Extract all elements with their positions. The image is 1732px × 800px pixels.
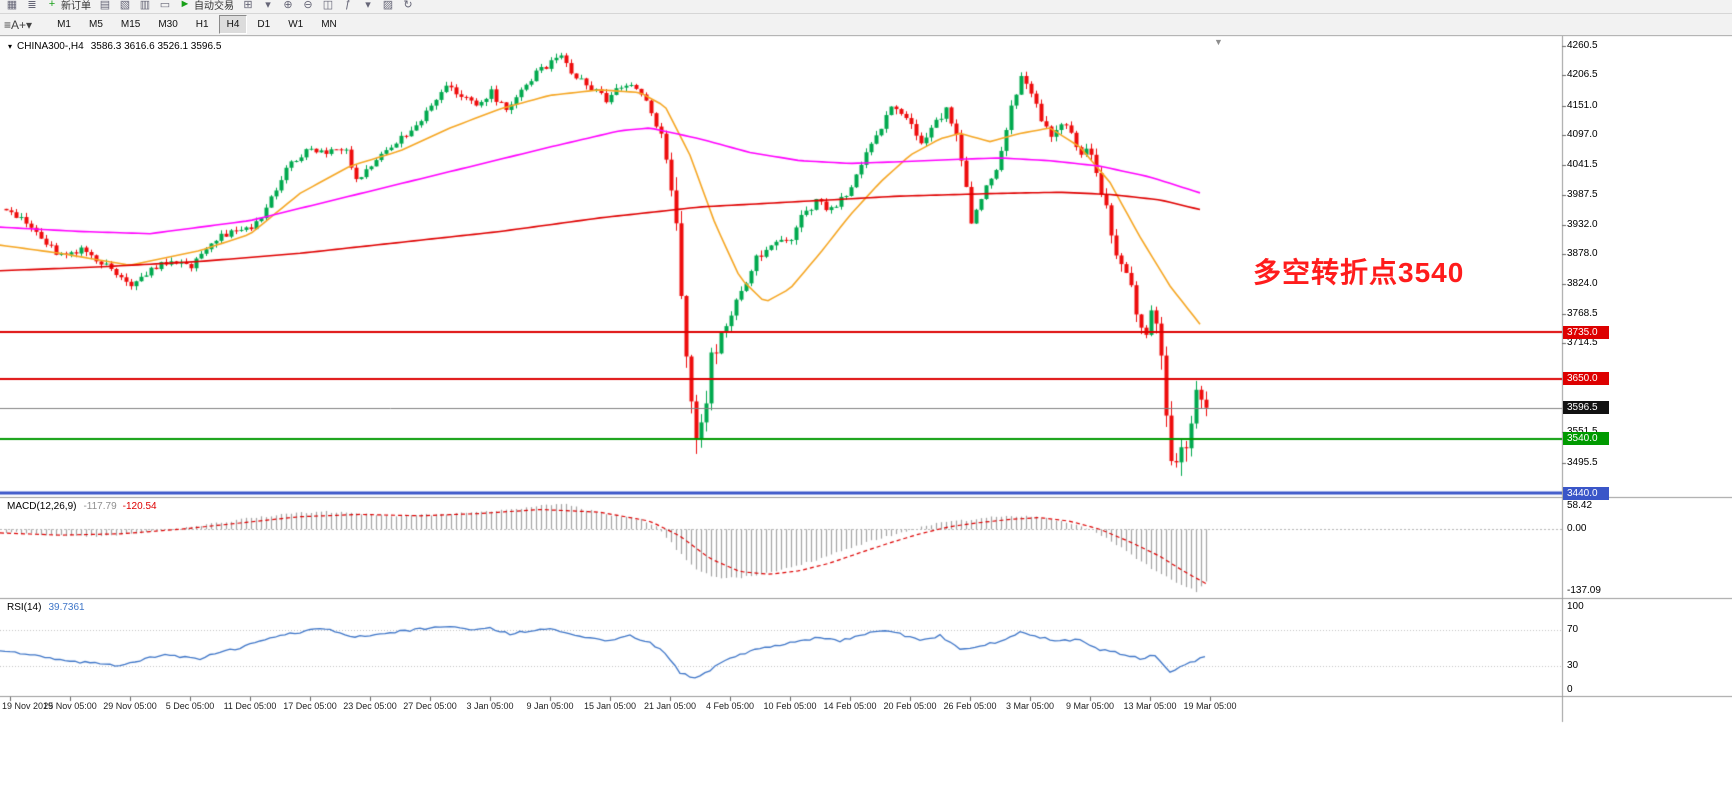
timeframe-bar: M1 M5 M15 M30 H1 H4 D1 W1 MN <box>48 15 346 34</box>
tile-windows-icon-glyph: ◫ <box>322 0 334 11</box>
navigator-icon[interactable]: ▧ <box>115 0 135 13</box>
market-watch-icon[interactable]: ▤ <box>95 0 115 13</box>
timeframe-button-h1[interactable]: H1 <box>195 19 209 30</box>
profiles-dropdown-icon[interactable]: ▾ <box>258 0 278 13</box>
zoom-in-icon[interactable]: ⊕ <box>278 0 298 13</box>
periods-dropdown-icon-glyph: ▾ <box>365 0 371 11</box>
timeframe-button-m5[interactable]: M5 <box>88 19 103 30</box>
indicators-add-icon-glyph: ƒ <box>344 0 352 10</box>
zoom-in-icon-glyph: ⊕ <box>283 0 293 11</box>
drawing-tools-group: ≡A+▾ <box>4 16 32 34</box>
timeframe-button-mn[interactable]: MN <box>321 19 337 30</box>
crosshair-tool-icon[interactable]: + <box>19 17 27 32</box>
toolbar-top: ▦ ≣ + 新订单 ▤ ▧ ▥ ▭ ► 自动交易 ⊞ ▾ ⊕ ⊖ ◫ ƒ ▾ ▨ ↻ <box>0 0 1732 14</box>
data-window-icon-glyph: ▥ <box>139 0 151 11</box>
new-chart-icon-glyph: ⊞ <box>243 0 253 11</box>
auto-trading-button-label: 自动交易 <box>194 0 234 12</box>
zoom-out-icon[interactable]: ⊖ <box>298 0 318 13</box>
new-chart-icon[interactable]: ⊞ <box>238 0 258 13</box>
templates-icon[interactable]: ▨ <box>378 0 398 13</box>
tile-windows-icon[interactable]: ◫ <box>318 0 338 13</box>
new-order-button-label: 新订单 <box>61 0 91 12</box>
chart-candles-icon-glyph: ≣ <box>27 0 37 11</box>
terminal-icon-glyph: ▭ <box>159 0 171 11</box>
market-watch-icon-glyph: ▤ <box>99 0 111 11</box>
timeframe-button-m15[interactable]: M15 <box>120 19 141 30</box>
profiles-dropdown-icon-glyph: ▾ <box>265 0 271 11</box>
navigator-icon-glyph: ▧ <box>119 0 131 11</box>
indicators-add-icon[interactable]: ƒ <box>338 0 358 13</box>
timeframe-button-m30[interactable]: M30 <box>158 19 178 30</box>
data-window-icon[interactable]: ▥ <box>135 0 155 13</box>
menu-grid-icon-glyph: ▦ <box>6 0 18 11</box>
timeframe-button-w1[interactable]: W1 <box>288 19 304 30</box>
timeframe-button-m1[interactable]: M1 <box>57 19 71 30</box>
new-order-button-glyph: + <box>48 0 56 10</box>
new-order-button[interactable]: + 新订单 <box>42 0 95 13</box>
auto-trading-button[interactable]: ► 自动交易 <box>175 0 238 13</box>
menu-grid-icon[interactable]: ▦ <box>2 0 22 13</box>
zoom-out-icon-glyph: ⊖ <box>303 0 313 11</box>
templates-icon-glyph: ▨ <box>382 0 394 11</box>
refresh-icon[interactable]: ↻ <box>398 0 418 13</box>
toolbar-second: ≡A+▾ M1 M5 M15 M30 H1 H4 D1 W1 MN <box>0 14 1732 36</box>
text-tool-icon[interactable]: A <box>11 17 20 32</box>
refresh-icon-glyph: ↻ <box>403 0 413 11</box>
chart-candles-icon[interactable]: ≣ <box>22 0 42 13</box>
auto-trading-button-glyph: ► <box>179 0 191 10</box>
periods-dropdown-icon[interactable]: ▾ <box>358 0 378 13</box>
terminal-icon[interactable]: ▭ <box>155 0 175 13</box>
timeframe-button-h4[interactable]: H4 <box>218 15 248 34</box>
toolbars-toggle-icon[interactable]: ≡ <box>4 17 12 32</box>
shapes-dropdown-icon[interactable]: ▾ <box>26 17 33 32</box>
timeframe-button-d1[interactable]: D1 <box>257 19 271 30</box>
